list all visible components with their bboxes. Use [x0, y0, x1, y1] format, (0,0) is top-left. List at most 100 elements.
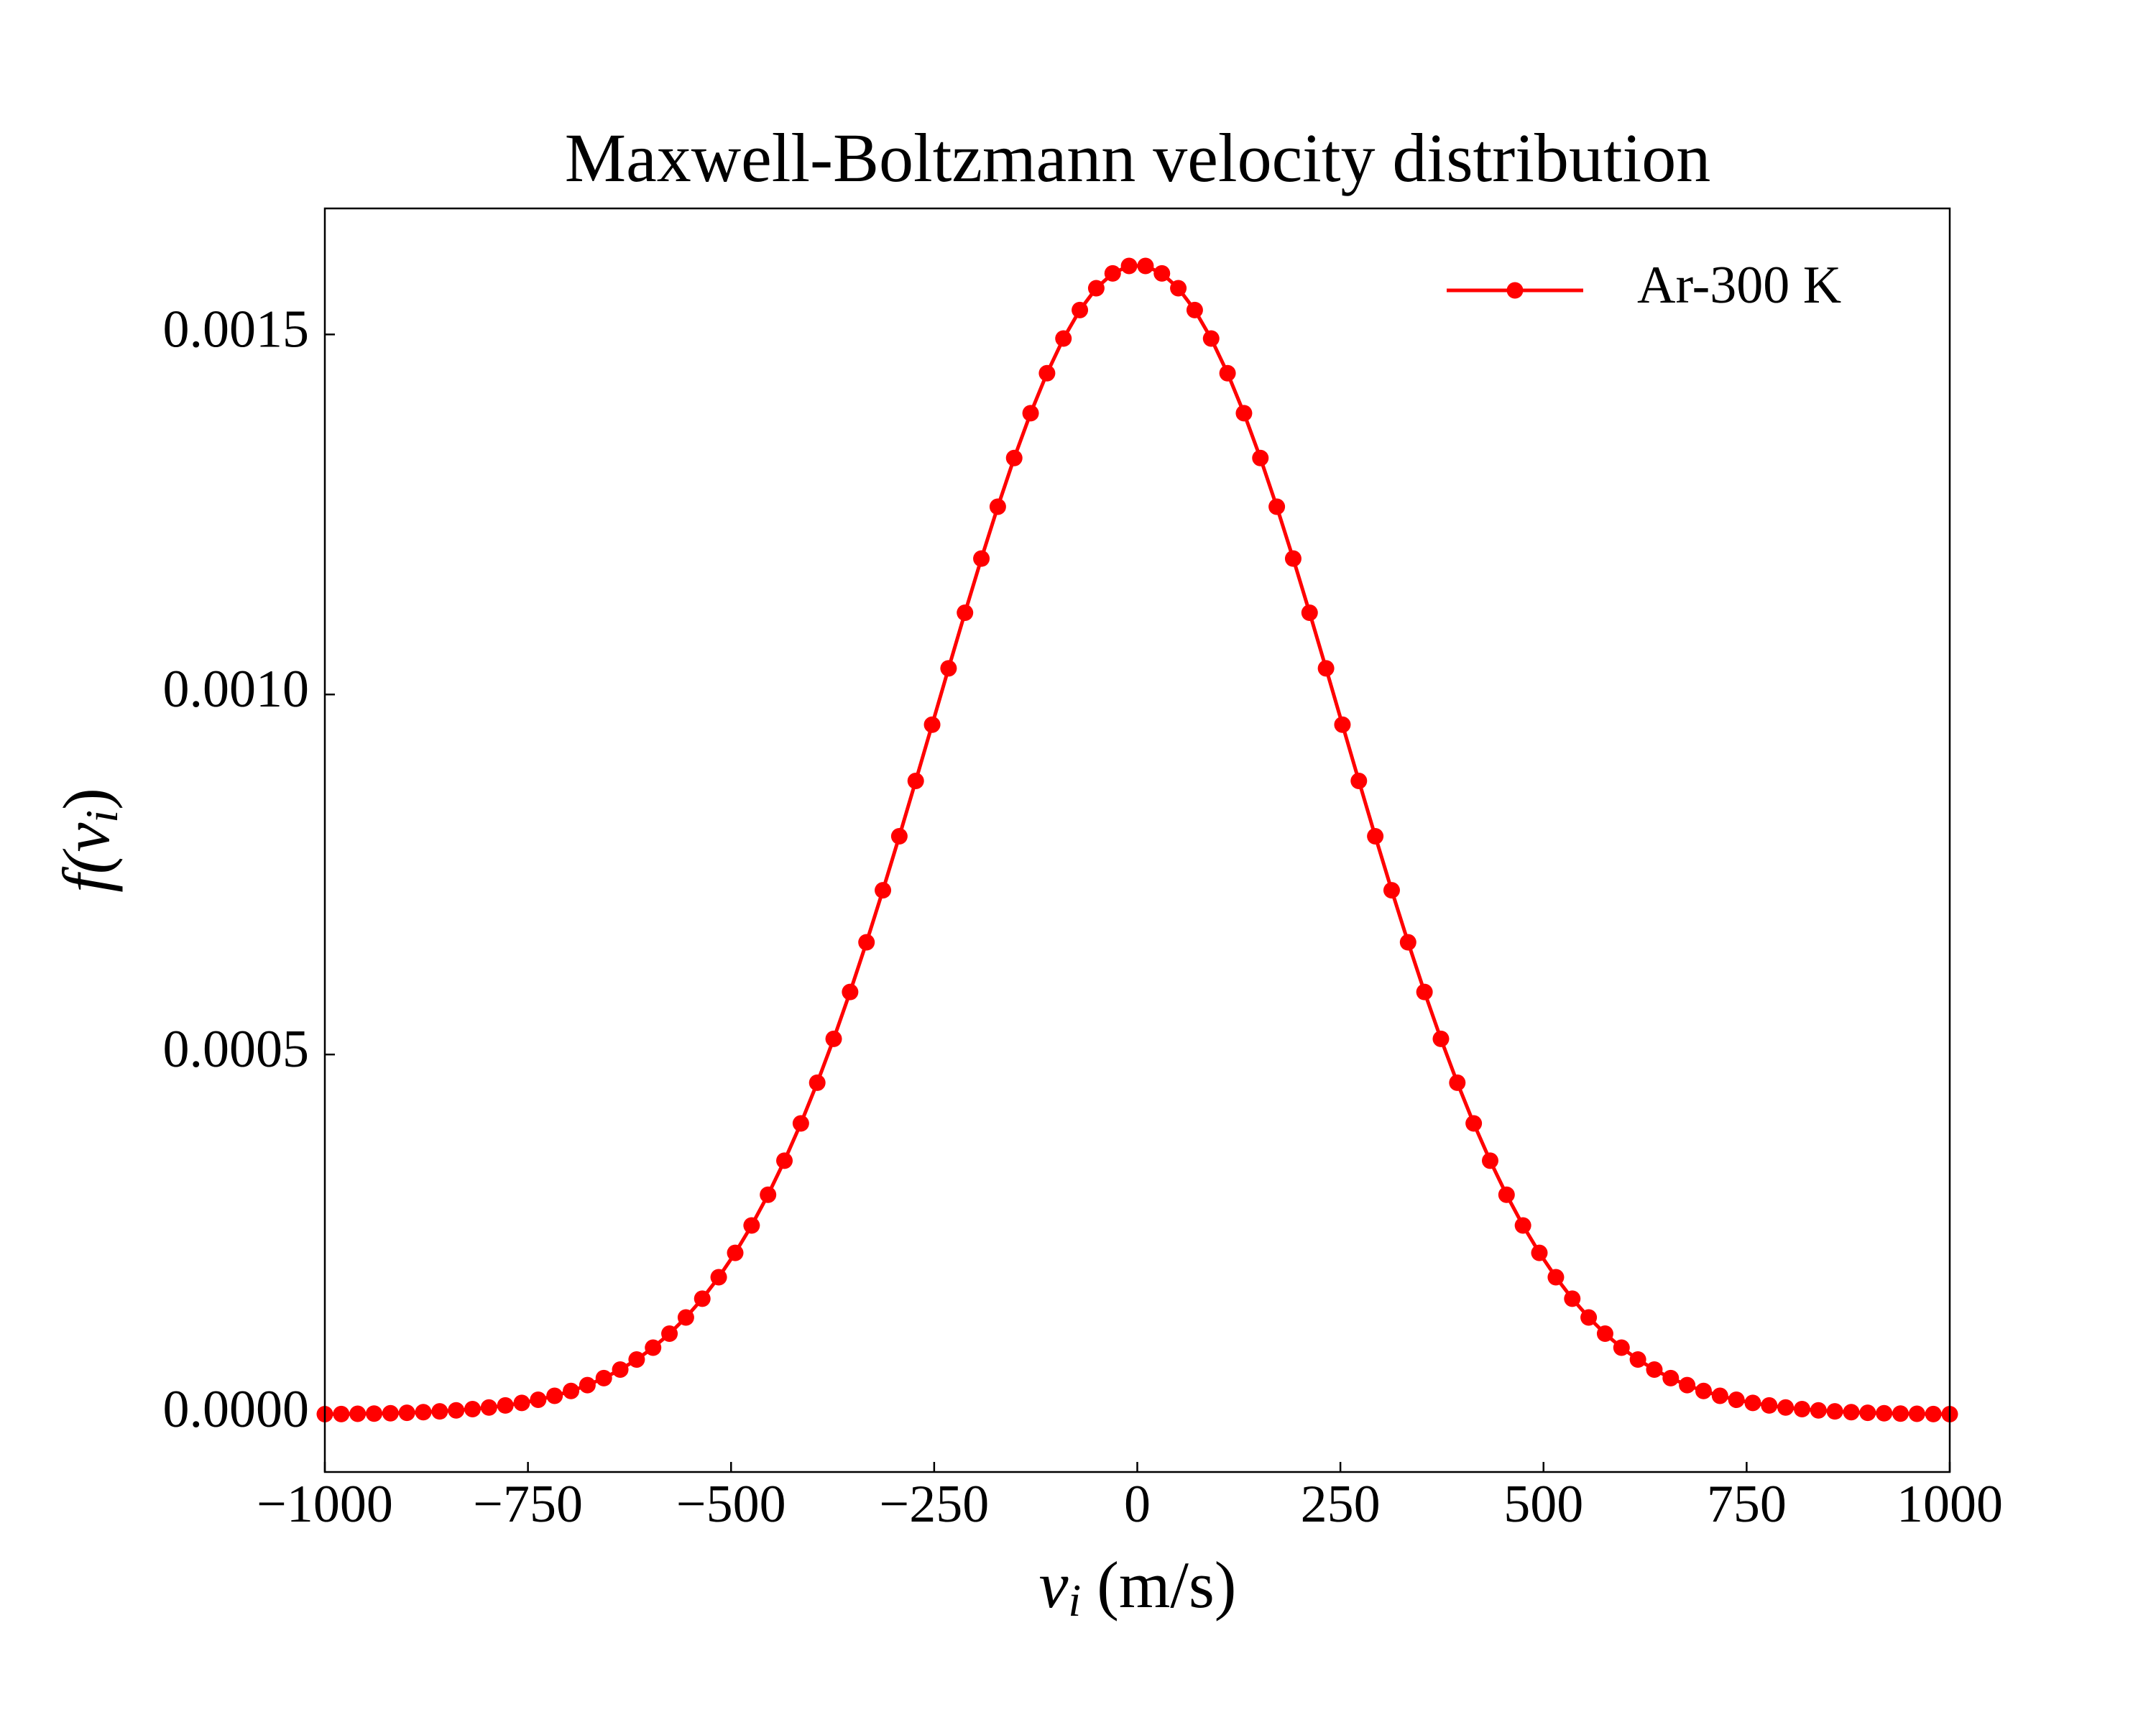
data-point — [1892, 1405, 1909, 1422]
data-point — [1301, 604, 1318, 622]
data-point — [1432, 1030, 1450, 1047]
data-point — [677, 1309, 694, 1326]
data-point — [563, 1382, 580, 1399]
data-point — [1252, 449, 1269, 466]
data-point — [1547, 1269, 1565, 1286]
data-point — [1531, 1244, 1548, 1261]
y-tick-label: 0.0005 — [163, 1020, 310, 1079]
x-tick-label: −750 — [473, 1475, 583, 1534]
data-point — [1596, 1325, 1613, 1343]
data-point — [333, 1405, 350, 1422]
y-tick-label: 0.0015 — [163, 300, 310, 359]
x-label-symbol: v — [1039, 1548, 1069, 1622]
data-point — [1449, 1074, 1466, 1091]
data-point — [1859, 1404, 1876, 1422]
data-point — [1038, 364, 1056, 382]
data-point — [415, 1404, 432, 1421]
data-point — [1728, 1392, 1745, 1409]
data-point — [842, 983, 859, 1000]
y-label-symbol: v — [50, 823, 123, 852]
data-point — [1317, 660, 1335, 677]
data-point — [1613, 1339, 1630, 1356]
data-point — [1876, 1404, 1893, 1422]
data-point — [1761, 1397, 1778, 1414]
data-point — [1416, 983, 1433, 1000]
data-point — [1055, 330, 1072, 347]
data-point — [513, 1394, 530, 1412]
data-point — [1104, 264, 1121, 282]
data-point — [940, 660, 957, 677]
data-point — [973, 550, 990, 567]
data-point — [1350, 772, 1368, 789]
data-point — [1235, 405, 1253, 422]
data-point — [727, 1244, 744, 1261]
data-point — [1695, 1382, 1712, 1399]
data-point — [875, 882, 892, 899]
data-point — [923, 716, 941, 733]
x-tick-label: 750 — [1707, 1475, 1787, 1534]
data-point — [1186, 301, 1203, 318]
data-point — [1465, 1115, 1483, 1132]
chart-title: Maxwell-Boltzmann velocity distribution — [565, 119, 1710, 196]
x-tick-label: −500 — [676, 1475, 786, 1534]
x-tick-label: 0 — [1124, 1475, 1151, 1534]
x-tick-label: 250 — [1301, 1475, 1381, 1534]
data-point — [1777, 1399, 1795, 1416]
x-label-subscript: i — [1068, 1575, 1081, 1626]
x-axis-label: vi (m/s) — [1039, 1548, 1237, 1626]
data-point — [957, 604, 974, 622]
plot-frame — [323, 207, 1951, 1473]
data-point — [1662, 1369, 1680, 1386]
data-point — [1843, 1404, 1860, 1421]
data-point — [1153, 264, 1171, 282]
data-point — [1399, 934, 1416, 951]
data-point — [1679, 1376, 1696, 1394]
y-label-close: ) — [50, 788, 123, 810]
data-point — [1005, 449, 1023, 466]
data-point — [448, 1402, 465, 1419]
x-label-unit: (m/s) — [1097, 1548, 1236, 1622]
data-point — [398, 1404, 415, 1422]
data-point — [1481, 1152, 1498, 1169]
data-point — [1219, 364, 1236, 382]
data-point — [595, 1369, 612, 1386]
data-point — [464, 1401, 482, 1418]
data-point — [366, 1405, 383, 1422]
data-point — [1120, 257, 1138, 275]
data-point — [792, 1115, 809, 1132]
data-point — [1514, 1217, 1531, 1234]
data-point — [546, 1387, 563, 1404]
data-point — [743, 1217, 760, 1234]
data-point — [694, 1290, 711, 1307]
data-point — [497, 1397, 514, 1414]
x-tick-label: 500 — [1503, 1475, 1583, 1534]
data-point — [1383, 882, 1400, 899]
data-point — [1925, 1405, 1942, 1422]
data-point — [431, 1403, 448, 1420]
data-point — [1284, 550, 1302, 567]
data-point — [530, 1392, 547, 1409]
data-point — [710, 1269, 727, 1286]
y-label-func: f( — [50, 848, 123, 893]
y-tick-label: 0.0000 — [163, 1380, 310, 1439]
legend-marker — [1506, 282, 1524, 299]
data-point — [1334, 716, 1351, 733]
data-point — [1268, 498, 1286, 515]
data-point — [645, 1339, 662, 1356]
data-point — [907, 772, 924, 789]
data-point — [760, 1186, 777, 1203]
data-point — [1202, 330, 1220, 347]
data-point — [382, 1404, 399, 1422]
data-point — [1087, 280, 1105, 297]
data-point — [776, 1152, 793, 1169]
data-point — [349, 1405, 367, 1422]
data-point — [628, 1351, 645, 1368]
data-point — [1367, 827, 1384, 845]
data-point — [1498, 1186, 1515, 1203]
data-point — [1711, 1387, 1728, 1404]
data-point — [1072, 301, 1089, 318]
data-point — [1629, 1351, 1646, 1368]
